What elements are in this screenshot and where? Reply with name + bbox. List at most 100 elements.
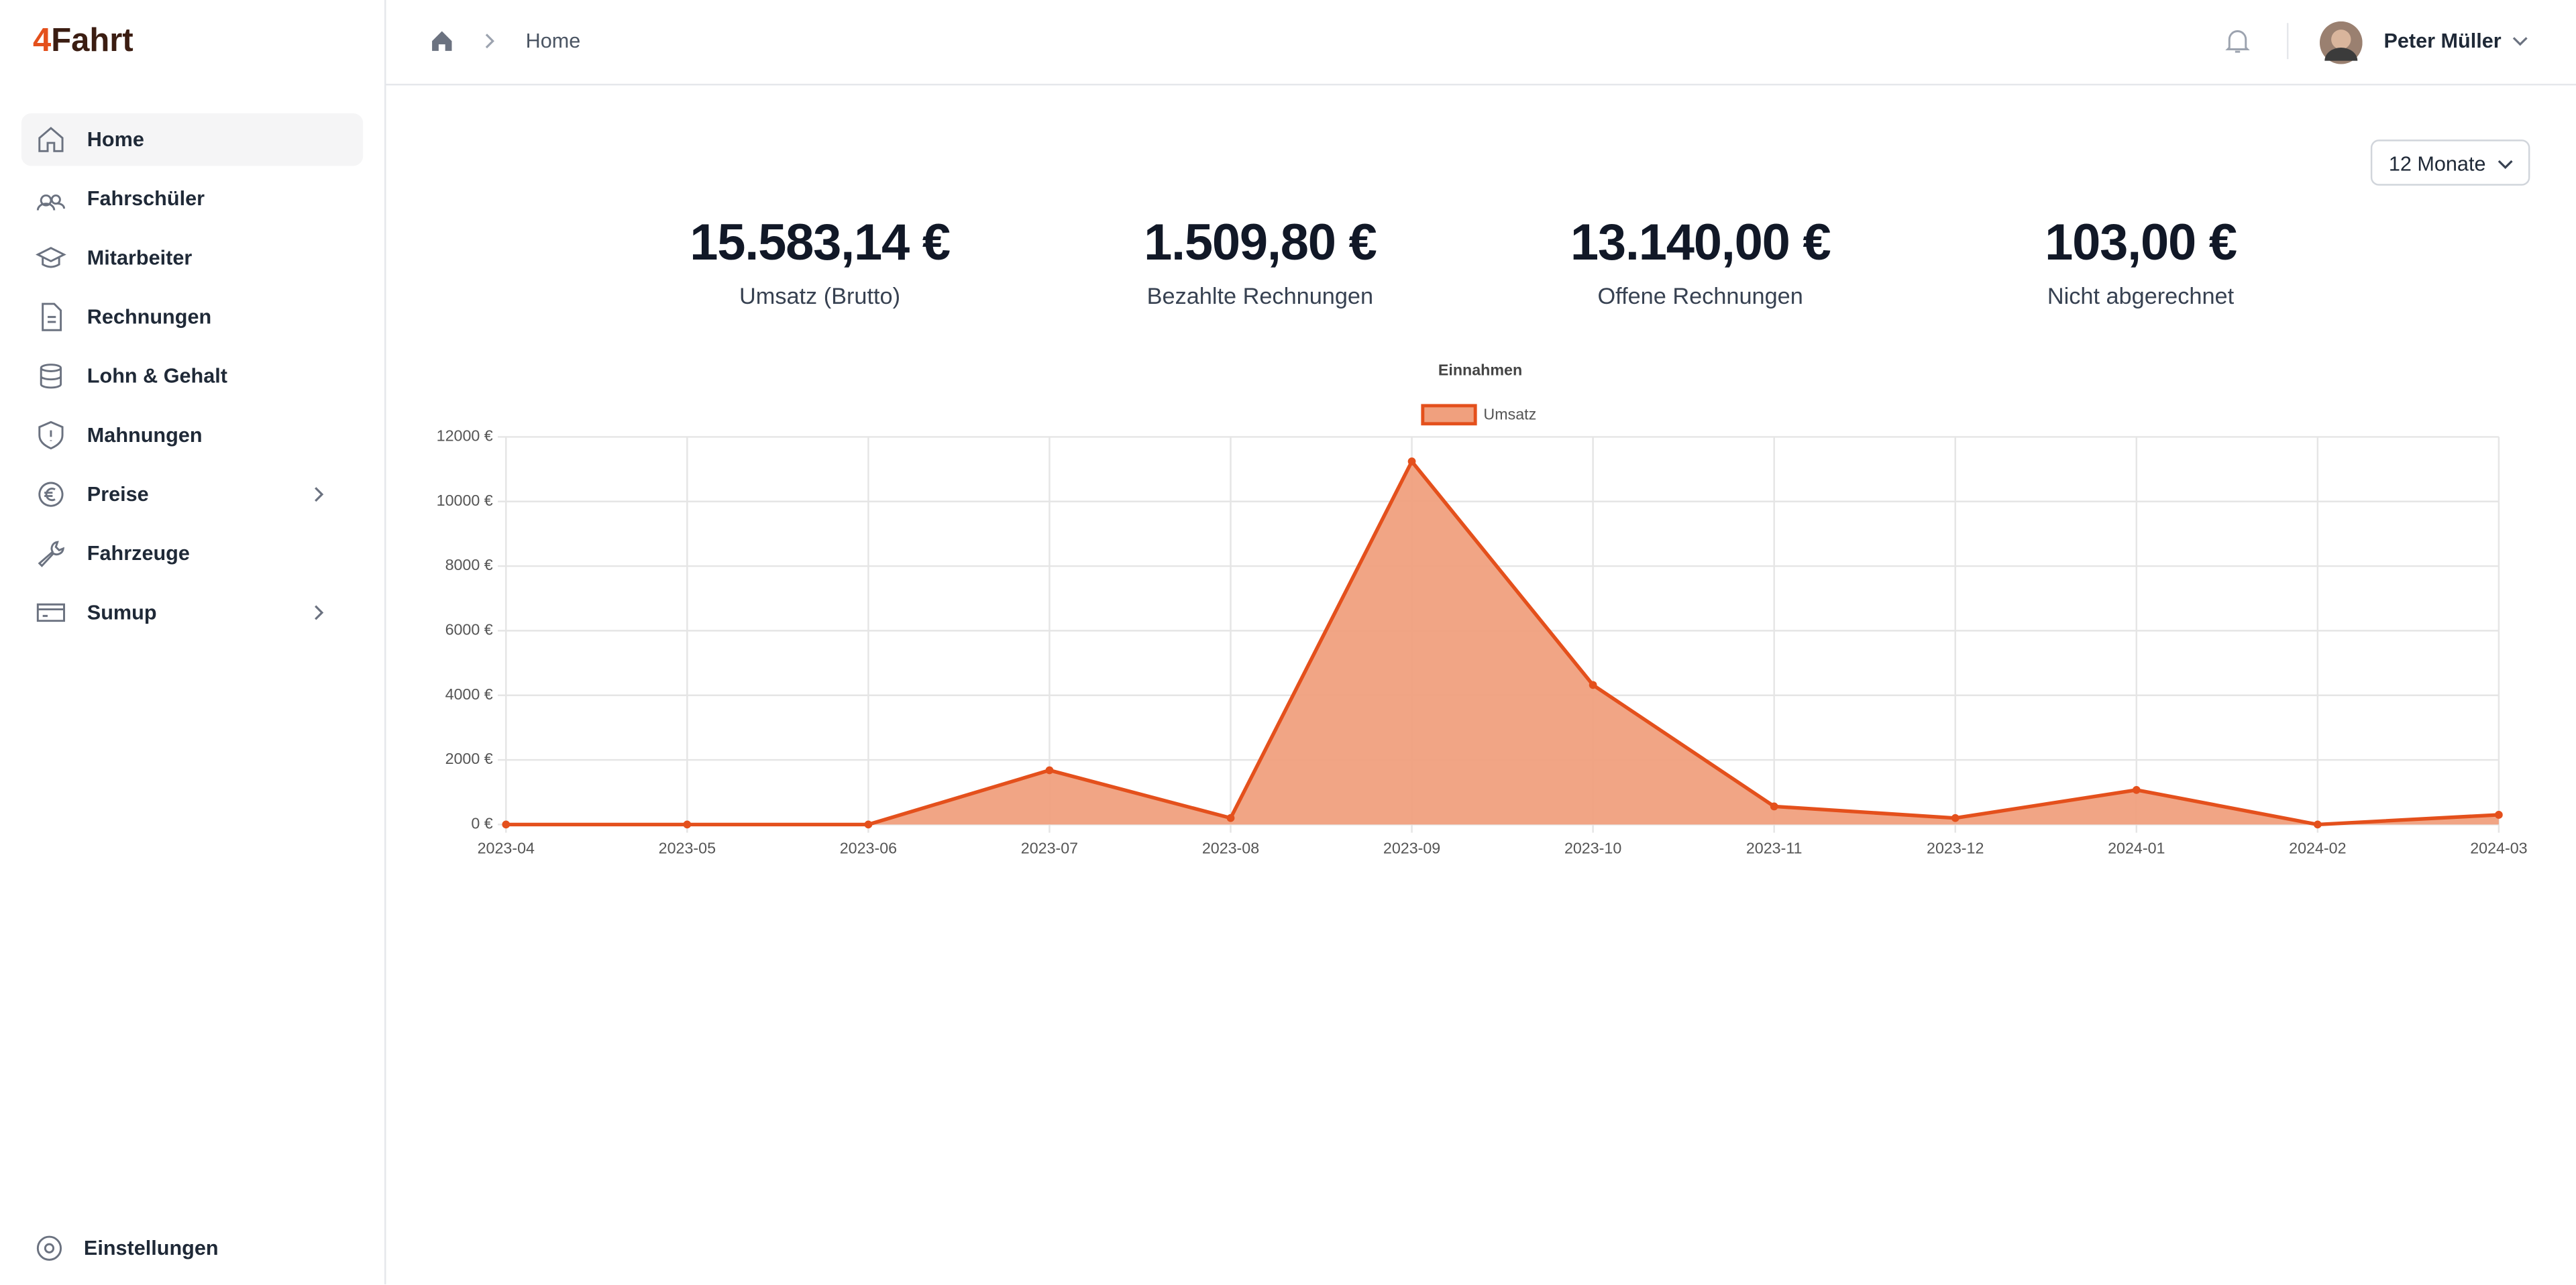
- y-tick-label: 10000 €: [437, 492, 493, 509]
- icon: [36, 603, 65, 622]
- point: [1770, 802, 1778, 811]
- nav-item[interactable]: Fahrzeuge: [21, 527, 363, 579]
- x-tick-label: 2023-11: [1746, 839, 1803, 856]
- point: [2132, 785, 2141, 794]
- chevron: [315, 605, 324, 620]
- nav-label: Einstellungen: [83, 1237, 219, 1260]
- stat-label: Offene Rechnungen: [1597, 282, 1803, 309]
- icon-path: [38, 482, 64, 507]
- user-name[interactable]: Peter Müller: [2383, 30, 2502, 53]
- icon: [36, 247, 66, 268]
- x-tick-label: 2024-01: [2108, 839, 2165, 856]
- nav-label: Lohn & Gehalt: [87, 364, 227, 388]
- y-tick-label: 0 €: [471, 815, 492, 832]
- icon: [38, 482, 64, 507]
- nav-item[interactable]: Einstellungen: [21, 1222, 363, 1274]
- chevron: [2498, 160, 2513, 170]
- breadcrumb[interactable]: Home: [525, 30, 581, 53]
- point: [864, 820, 873, 829]
- topbar: Home Peter Müller: [386, 0, 2576, 86]
- x-tick-label: 2023-05: [659, 839, 716, 856]
- icon: [36, 1235, 62, 1261]
- icon: [38, 541, 65, 567]
- chevron-path: [315, 487, 324, 502]
- x-tick-label: 2023-06: [840, 839, 897, 856]
- point: [1951, 814, 1960, 822]
- icon-path: [38, 421, 64, 450]
- divider: [2286, 23, 2289, 60]
- y-tick-label: 2000 €: [445, 750, 493, 767]
- stat-label: Umsatz (Brutto): [739, 282, 901, 309]
- nav-label: Fahrschüler: [87, 187, 205, 211]
- icon-path: [36, 247, 66, 268]
- point: [502, 820, 511, 829]
- line: [506, 458, 2500, 827]
- legend-swatch: [1421, 404, 1477, 426]
- legend-label: Umsatz: [1483, 406, 1536, 423]
- icon: [42, 302, 62, 331]
- stat-label: Nicht abgerechnet: [2047, 282, 2235, 309]
- stat-label: Bezahlte Rechnungen: [1146, 282, 1374, 309]
- point: [2313, 820, 2322, 829]
- logo[interactable]: 4Fahrt: [33, 23, 133, 60]
- home-icon[interactable]: [429, 28, 455, 54]
- avatar[interactable]: [2319, 21, 2363, 64]
- stat-value: 13.140,00 €: [1570, 213, 1831, 272]
- period-select[interactable]: 12 Monate: [2370, 139, 2530, 186]
- nav-item[interactable]: Lohn & Gehalt: [21, 350, 363, 402]
- x-tick-label: 2023-08: [1202, 839, 1259, 856]
- point: [2495, 811, 2503, 819]
- icon-path: [40, 364, 62, 389]
- icon-path: [42, 302, 62, 331]
- x-tick-label: 2023-12: [1927, 839, 1984, 856]
- stat-value: 1.509,80 €: [1144, 213, 1377, 272]
- chevron: [315, 487, 324, 502]
- area: [506, 461, 2499, 825]
- nav-item[interactable]: Mitarbeiter: [21, 231, 363, 284]
- icon-path: [36, 603, 65, 622]
- icon-path: [38, 127, 64, 152]
- icon-path: [36, 194, 65, 211]
- icon: [40, 364, 62, 389]
- nav-item[interactable]: Home: [21, 113, 364, 166]
- nav-item[interactable]: Rechnungen: [21, 290, 363, 343]
- period-label: 12 Monate: [2388, 152, 2486, 176]
- bell-icon[interactable]: [2222, 26, 2252, 56]
- stat-value: 103,00 €: [2045, 213, 2237, 272]
- icon: [38, 421, 64, 450]
- point: [1045, 766, 1054, 775]
- logo-prefix: 4: [32, 23, 52, 60]
- y-tick-label: 6000 €: [445, 621, 493, 638]
- nav-item[interactable]: Sumup: [21, 586, 363, 638]
- chevron: [2512, 37, 2528, 46]
- logo-name: Fahrt: [51, 23, 133, 60]
- icon: [38, 127, 64, 152]
- x-tick-label: 2023-09: [1383, 839, 1440, 856]
- point: [1407, 457, 1416, 465]
- nav-item[interactable]: Fahrschüler: [21, 172, 363, 225]
- nav-label: Home: [87, 128, 144, 152]
- y-tick-label: 8000 €: [445, 556, 493, 573]
- stat: 15.583,14 € Umsatz (Brutto): [606, 213, 1034, 309]
- chart: Einnahmen 0 € 2000 € 4000 € 6000 € 8000 € 100…: [437, 361, 2528, 857]
- nav-item[interactable]: Mahnungen: [21, 409, 363, 461]
- icon-path: [38, 541, 65, 567]
- x-tick-label: 2023-10: [1564, 839, 1621, 856]
- nav-label: Fahrzeuge: [87, 542, 190, 565]
- chevron-path: [315, 605, 324, 620]
- point: [683, 820, 692, 829]
- x-tick-label: 2024-02: [2289, 839, 2346, 856]
- nav-label: Preise: [87, 483, 149, 506]
- y-tick-label: 4000 €: [445, 685, 493, 703]
- chart-title: Einnahmen: [1438, 361, 1522, 379]
- nav-label: Mahnungen: [87, 423, 203, 447]
- chevron: [485, 34, 494, 49]
- nav-item[interactable]: Preise: [21, 468, 363, 520]
- x-tick-label: 2023-04: [478, 839, 535, 856]
- point: [1226, 814, 1235, 822]
- stat: 13.140,00 € Offene Rechnungen: [1487, 213, 1914, 309]
- stat: 1.509,80 € Bezahlte Rechnungen: [1046, 213, 1474, 309]
- icon: [36, 194, 65, 211]
- stat: 103,00 € Nicht abgerechnet: [1927, 213, 2355, 309]
- x-tick-label: 2024-03: [2470, 839, 2527, 856]
